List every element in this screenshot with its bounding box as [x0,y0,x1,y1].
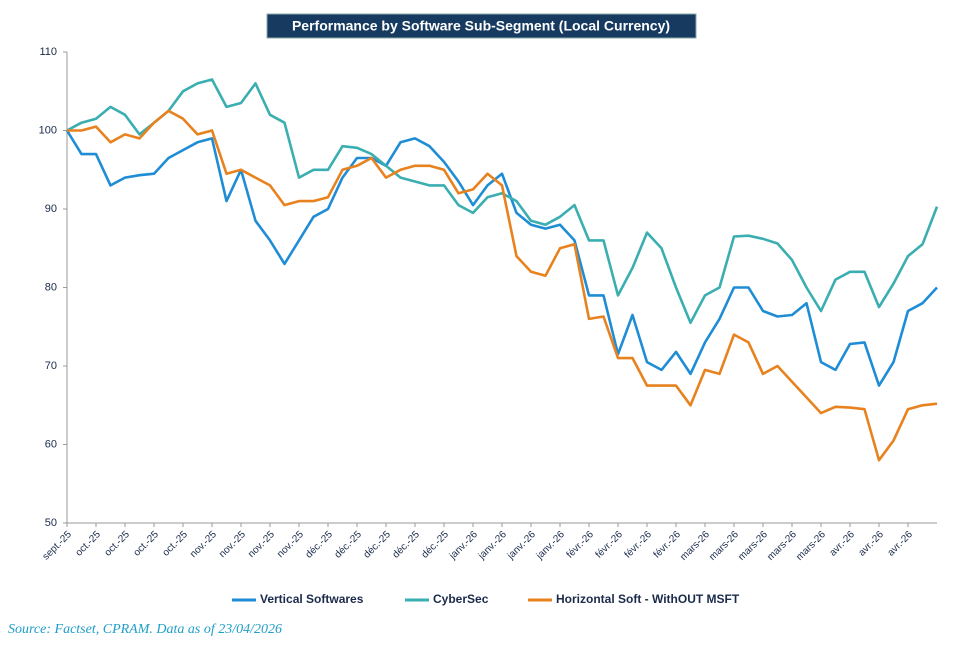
y-tick-label: 50 [45,517,57,529]
y-tick-label: 90 [45,203,57,215]
x-tick-label: nov.-25 [246,529,277,560]
x-tick-label: déc.-25 [362,529,394,561]
x-tick-label: déc.-25 [420,529,452,561]
x-tick-label: sept.-25 [41,529,75,563]
x-tick-label: nov.-25 [275,529,306,560]
x-tick-label: janv.-26 [447,529,480,562]
x-tick-label: oct.-25 [74,529,104,559]
x-tick-label: déc.-25 [391,529,423,561]
x-tick-label: avr.-26 [857,529,887,559]
legend-label: Horizontal Soft - WithOUT MSFT [556,592,740,606]
y-tick-label: 110 [39,46,57,58]
x-tick-label: avr.-26 [828,529,858,559]
x-tick-label: janv.-26 [534,529,567,562]
x-tick-label: mars-26 [794,529,828,563]
y-tick-label: 70 [45,360,57,372]
y-tick-label: 80 [45,281,57,293]
x-tick-label: mars-26 [736,529,770,563]
x-tick-label: févr.-26 [594,529,626,561]
x-tick-label: mars-26 [678,529,712,563]
x-tick-label: janv.-26 [476,529,509,562]
x-tick-label: mars-26 [707,529,741,563]
x-tick-label: févr.-26 [623,529,655,561]
source-note: Source: Factset, CPRAM. Data as of 23/04… [8,622,282,637]
x-tick-label: déc.-25 [333,529,365,561]
series-line [66,78,939,325]
legend-label: Vertical Softwares [260,592,364,606]
x-tick-label: janv.-26 [505,529,538,562]
x-tick-label: oct.-25 [161,529,191,559]
x-tick-label: avr.-26 [886,529,916,559]
chart-title: Performance by Software Sub-Segment (Loc… [292,18,670,34]
x-tick-label: déc.-25 [304,529,336,561]
y-tick-label: 100 [39,124,57,136]
x-tick-label: nov.-25 [188,529,219,560]
series-line [67,109,938,462]
x-tick-label: févr.-26 [565,529,597,561]
x-tick-label: nov.-25 [217,529,248,560]
legend-label: CyberSec [433,592,489,606]
x-tick-label: mars-26 [765,529,799,563]
x-tick-label: oct.-25 [103,529,133,559]
y-tick-label: 60 [45,438,57,450]
title-box [266,13,697,39]
series-line [65,129,938,387]
x-tick-label: oct.-25 [132,529,162,559]
